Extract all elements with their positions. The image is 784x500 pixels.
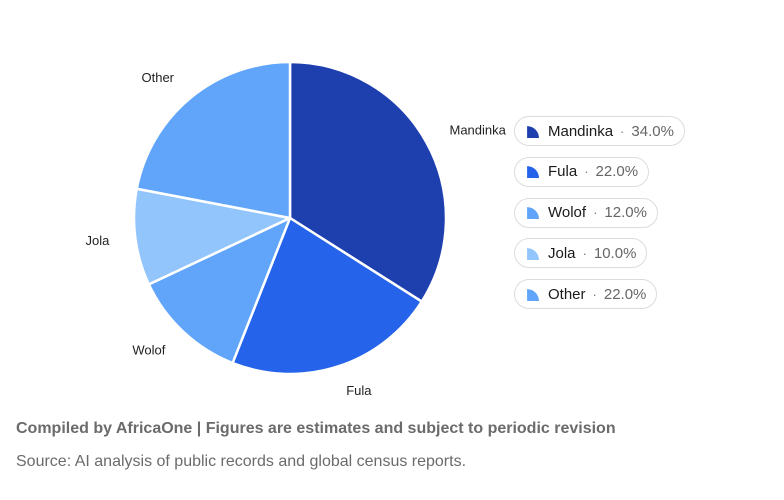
legend-value: 12.0% xyxy=(604,204,647,221)
pie-label-wolof: Wolof xyxy=(132,343,165,358)
legend-label: Fula xyxy=(548,163,578,181)
footer-source: Source: AI analysis of public records an… xyxy=(16,453,467,470)
pie-slice-wolof xyxy=(147,216,292,365)
legend-value: 34.0% xyxy=(631,122,674,140)
legend-value: 22.0% xyxy=(603,285,647,303)
legend-item-jola: Jola · 10.0% xyxy=(514,238,648,269)
legend-separator: · xyxy=(620,123,625,139)
legend-item-other: Other · 22.0% xyxy=(514,279,658,309)
legend-label: Mandinka xyxy=(548,122,614,140)
pie-slice-jola xyxy=(132,187,292,286)
pie-wedge-icon xyxy=(527,125,539,138)
legend-separator: · xyxy=(593,205,598,220)
pie-wedge-icon xyxy=(527,288,539,301)
pie-chart: Mandinka Fula Wolof Jola Other xyxy=(86,60,507,398)
legend-value: 22.0% xyxy=(595,163,639,181)
pie-label-fula: Fula xyxy=(346,383,372,398)
pie-label-other: Other xyxy=(141,70,174,85)
pie-slice-fula xyxy=(231,216,423,376)
legend-separator: · xyxy=(584,164,589,180)
legend-item-mandinka: Mandinka · 34.0% xyxy=(514,116,685,146)
pie-wedge-icon xyxy=(527,207,539,219)
legend-value: 10.0% xyxy=(593,244,637,262)
legend-label: Other xyxy=(548,285,586,303)
legend-item-fula: Fula · 22.0% xyxy=(514,156,650,187)
legend-item-wolof: Wolof · 12.0% xyxy=(514,197,658,228)
pie-label-jola: Jola xyxy=(86,233,111,248)
legend-label: Jola xyxy=(548,244,576,262)
legend-separator: · xyxy=(582,245,587,261)
pie-wedge-icon xyxy=(527,166,539,179)
pie-label-mandinka: Mandinka xyxy=(450,122,507,137)
legend-separator: · xyxy=(592,286,597,302)
footer-credit: Compiled by AfricaOne | Figures are esti… xyxy=(16,420,616,437)
pie-slices xyxy=(132,60,448,376)
legend-label: Wolof xyxy=(548,204,587,221)
pie-labels: Mandinka Fula Wolof Jola Other xyxy=(86,70,507,398)
pie-slice-other xyxy=(135,60,292,220)
pie-wedge-icon xyxy=(527,247,539,260)
